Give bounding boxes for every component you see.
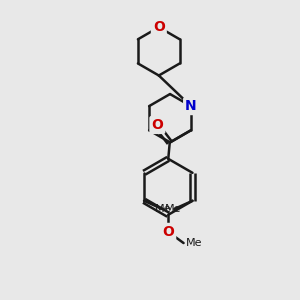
Text: Me: Me bbox=[186, 238, 202, 248]
Text: N: N bbox=[185, 99, 197, 113]
Text: O: O bbox=[162, 225, 174, 239]
Text: Me: Me bbox=[165, 204, 181, 214]
Text: Me: Me bbox=[155, 204, 172, 214]
Text: O: O bbox=[152, 118, 163, 132]
Text: O: O bbox=[153, 20, 165, 34]
